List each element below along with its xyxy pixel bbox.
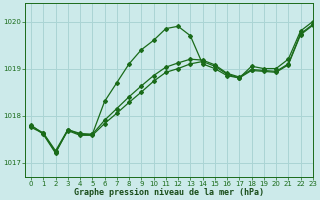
X-axis label: Graphe pression niveau de la mer (hPa): Graphe pression niveau de la mer (hPa)	[74, 188, 264, 197]
